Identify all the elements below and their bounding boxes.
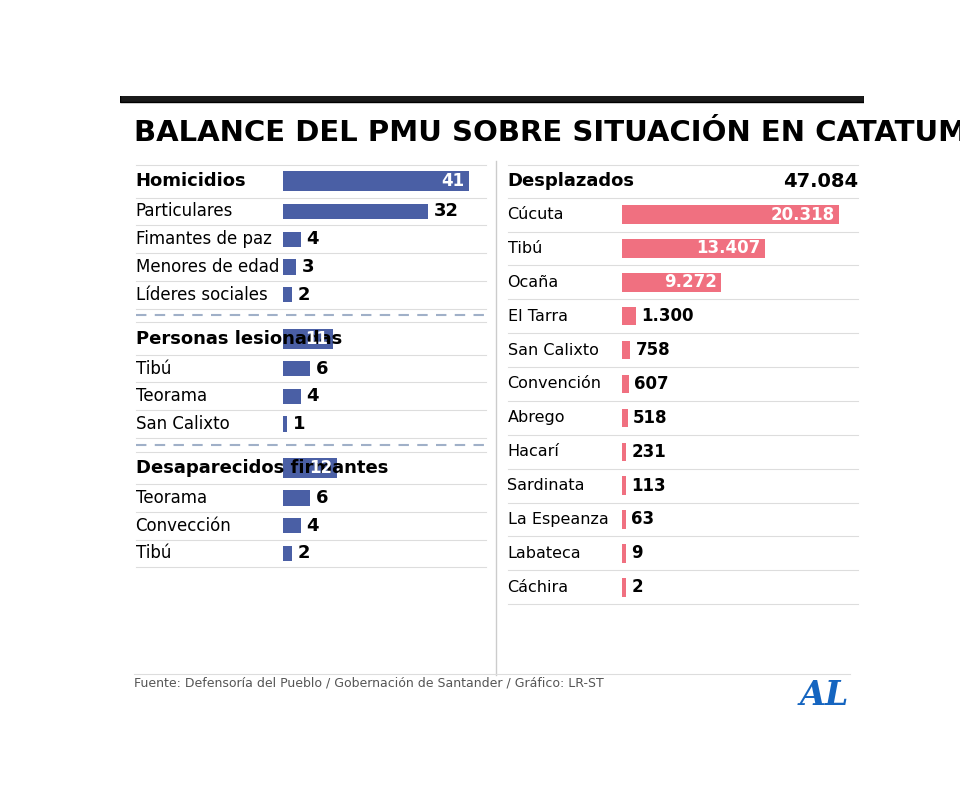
Text: 32: 32 [433,202,458,221]
FancyBboxPatch shape [283,231,300,247]
Text: La Espeanza: La Espeanza [508,512,609,527]
Text: 4: 4 [306,387,319,406]
Text: Cáchira: Cáchira [508,580,568,594]
Text: Teorama: Teorama [135,387,206,406]
Text: 47.084: 47.084 [782,172,858,191]
Text: 4: 4 [306,230,319,248]
Text: AL: AL [799,678,849,711]
FancyBboxPatch shape [120,94,864,102]
Text: 11: 11 [305,330,328,347]
FancyBboxPatch shape [622,307,636,326]
FancyBboxPatch shape [622,273,721,291]
Text: BALANCE DEL PMU SOBRE SITUACIÓN EN CATATUMBO: BALANCE DEL PMU SOBRE SITUACIÓN EN CATAT… [134,119,960,147]
Text: 3: 3 [301,258,314,276]
Text: Abrego: Abrego [508,410,565,426]
Text: Tibú: Tibú [135,359,171,378]
Text: Convección: Convección [135,517,231,534]
Text: 63: 63 [632,510,655,529]
FancyBboxPatch shape [622,476,626,495]
FancyBboxPatch shape [622,544,626,562]
FancyBboxPatch shape [283,546,292,561]
Text: 4: 4 [306,517,319,534]
Text: Sardinata: Sardinata [508,478,585,493]
FancyBboxPatch shape [622,239,765,258]
Text: 6: 6 [316,359,328,378]
Text: Ocaña: Ocaña [508,275,559,290]
Text: El Tarra: El Tarra [508,309,567,324]
Text: 1.300: 1.300 [641,307,694,326]
Text: 12: 12 [309,459,332,477]
FancyBboxPatch shape [622,341,631,359]
FancyBboxPatch shape [622,409,628,427]
Text: Desplazados: Desplazados [508,173,635,190]
FancyBboxPatch shape [622,374,629,394]
FancyBboxPatch shape [283,171,468,191]
Text: Cúcuta: Cúcuta [508,207,564,222]
Text: Fimantes de paz: Fimantes de paz [135,230,272,248]
FancyBboxPatch shape [283,329,333,349]
Text: 758: 758 [636,341,670,359]
Text: 607: 607 [635,375,669,393]
Text: Particulares: Particulares [135,202,233,221]
FancyBboxPatch shape [283,389,300,404]
Text: 2: 2 [632,578,643,596]
Text: San Calixto: San Calixto [508,342,598,358]
Text: 231: 231 [632,442,666,461]
Text: 2: 2 [298,286,310,304]
FancyBboxPatch shape [283,204,428,219]
Text: Menores de edad: Menores de edad [135,258,278,276]
FancyBboxPatch shape [622,510,626,529]
FancyBboxPatch shape [622,442,626,461]
Text: Hacarí: Hacarí [508,444,560,459]
FancyBboxPatch shape [622,206,839,224]
Text: 20.318: 20.318 [771,206,834,223]
Text: 41: 41 [441,173,464,190]
Text: 113: 113 [632,477,666,494]
FancyBboxPatch shape [622,578,626,597]
Text: Tibú: Tibú [508,241,541,256]
FancyBboxPatch shape [283,458,337,478]
Text: 9: 9 [632,544,643,562]
FancyBboxPatch shape [283,416,287,432]
Text: Homicidios: Homicidios [135,173,246,190]
Text: Fuente: Defensoría del Pueblo / Gobernación de Santander / Gráfico: LR-ST: Fuente: Defensoría del Pueblo / Gobernac… [134,676,604,690]
Text: Tibú: Tibú [135,544,171,562]
FancyBboxPatch shape [283,490,310,506]
Text: Convención: Convención [508,377,602,391]
Text: Teorama: Teorama [135,489,206,507]
FancyBboxPatch shape [283,287,292,302]
Text: San Calixto: San Calixto [135,415,229,433]
FancyBboxPatch shape [283,361,310,376]
Text: 1: 1 [293,415,305,433]
FancyBboxPatch shape [283,259,297,274]
Text: 13.407: 13.407 [697,239,760,258]
Text: 2: 2 [298,544,310,562]
Text: Labateca: Labateca [508,546,581,561]
Text: Líderes sociales: Líderes sociales [135,286,267,304]
Text: Personas lesionadas: Personas lesionadas [135,330,342,347]
FancyBboxPatch shape [283,518,300,534]
Text: 518: 518 [634,409,667,427]
Text: Desaparecidos firmantes: Desaparecidos firmantes [135,459,388,477]
Text: 9.272: 9.272 [663,274,716,291]
Text: 6: 6 [316,489,328,507]
